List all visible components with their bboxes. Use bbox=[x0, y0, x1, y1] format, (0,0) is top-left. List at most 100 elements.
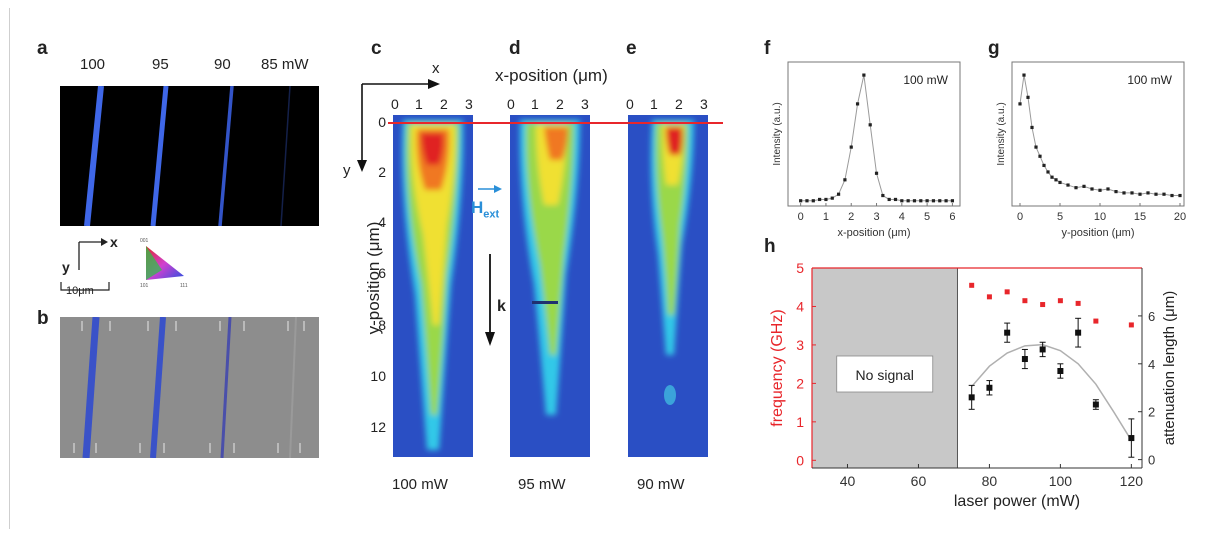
x-tick: 1 bbox=[415, 96, 423, 112]
x-axis-label: y-position (μm) bbox=[1062, 227, 1135, 239]
fit-line bbox=[971, 343, 1132, 441]
y-ticks-c: 0 2 4 6 8 10 12 bbox=[356, 114, 386, 464]
bottom-label-e: 90 mW bbox=[637, 476, 685, 493]
x-tick: 0 bbox=[507, 96, 515, 112]
series-line bbox=[1019, 75, 1180, 197]
no-signal-box bbox=[836, 355, 934, 393]
panel-label-d: d bbox=[509, 38, 521, 59]
no-signal-label: No signal bbox=[856, 367, 914, 383]
power-label-100: 100 bbox=[80, 56, 106, 73]
data-point bbox=[1042, 163, 1046, 168]
x-tick: 3 bbox=[700, 96, 708, 112]
data-point bbox=[830, 196, 834, 200]
x-tick: 2 bbox=[675, 96, 683, 112]
left-tick-label: 3 bbox=[796, 337, 804, 353]
x-tick: 1 bbox=[531, 96, 539, 112]
left-divider bbox=[9, 8, 10, 529]
panel-label-h: h bbox=[764, 236, 776, 257]
x-tick-label: 6 bbox=[949, 211, 955, 223]
attenuation-point bbox=[968, 394, 975, 401]
data-point bbox=[906, 199, 910, 203]
heatmap-e bbox=[628, 115, 708, 457]
series-line bbox=[800, 74, 953, 202]
y-tick: 0 bbox=[378, 114, 386, 130]
axis-label-y-a: y bbox=[62, 259, 70, 275]
x-tick-label: 80 bbox=[982, 473, 998, 489]
data-point bbox=[1058, 180, 1062, 185]
data-point bbox=[944, 199, 948, 203]
x-axis-label: laser power (mW) bbox=[954, 493, 1080, 510]
data-point bbox=[912, 199, 917, 203]
axis-label-x-c: x bbox=[432, 60, 440, 77]
data-point bbox=[1018, 102, 1022, 106]
data-point bbox=[1138, 192, 1142, 196]
data-point bbox=[938, 199, 942, 203]
left-tick-label: 4 bbox=[796, 298, 804, 314]
panel-label-e: e bbox=[626, 38, 637, 59]
left-tick-label: 2 bbox=[796, 375, 804, 391]
plot-frame bbox=[1011, 61, 1185, 207]
sem-image bbox=[60, 317, 319, 458]
x-tick: 3 bbox=[465, 96, 473, 112]
axis-label-x-a: x bbox=[110, 234, 118, 250]
k-arrow-icon bbox=[485, 254, 495, 346]
k-label: k bbox=[497, 298, 506, 315]
attenuation-point bbox=[1057, 367, 1064, 374]
data-point bbox=[931, 199, 936, 203]
data-point bbox=[824, 197, 828, 202]
triangle-label-001: 001 bbox=[140, 238, 149, 244]
y-tick: 10 bbox=[370, 368, 386, 384]
data-point bbox=[1154, 192, 1158, 196]
attenuation-point bbox=[1128, 435, 1135, 442]
x-tick: 0 bbox=[626, 96, 634, 112]
x-tick-label: 2 bbox=[848, 211, 854, 223]
x-tick: 3 bbox=[581, 96, 589, 112]
data-point bbox=[1114, 190, 1118, 194]
zero-line bbox=[388, 122, 723, 124]
x-tick: 0 bbox=[391, 96, 399, 112]
chart-f: 0 1 2 3 4 5 6 x-position (μm) Intensity (a.u.) 10… bbox=[772, 61, 961, 239]
right-axis-label: attenuation length (μm) bbox=[1161, 291, 1178, 446]
data-point bbox=[1034, 145, 1038, 149]
x-tick-label: 1 bbox=[823, 211, 829, 223]
heatmap-c bbox=[393, 115, 473, 457]
power-label-95: 95 bbox=[152, 56, 169, 73]
data-point bbox=[868, 123, 872, 127]
panel-label-f: f bbox=[764, 38, 771, 59]
data-point bbox=[855, 102, 860, 106]
right-tick-label: 4 bbox=[1148, 357, 1155, 372]
y-tick: 8 bbox=[378, 317, 386, 333]
triangle-label-111: 111 bbox=[180, 283, 188, 289]
panel-label-a: a bbox=[37, 38, 48, 59]
x-tick: 2 bbox=[556, 96, 564, 112]
data-point bbox=[1074, 186, 1078, 190]
hext-label: Hext bbox=[471, 198, 499, 220]
x-tick-label: 5 bbox=[1057, 211, 1063, 223]
data-point bbox=[1170, 193, 1174, 198]
data-point bbox=[1082, 184, 1086, 188]
data-point bbox=[874, 171, 879, 175]
data-point bbox=[1178, 193, 1182, 198]
x-ticks-d: 0 1 2 3 bbox=[507, 96, 591, 114]
xy-axes-corner bbox=[357, 79, 440, 172]
data-point bbox=[1022, 73, 1026, 77]
data-point bbox=[799, 199, 803, 203]
x-tick-label: 10 bbox=[1094, 211, 1106, 223]
axes-diagram bbox=[78, 238, 108, 270]
hext-arrow-icon bbox=[478, 185, 502, 193]
x-tick-label: 20 bbox=[1174, 211, 1186, 223]
attenuation-point bbox=[1092, 401, 1099, 408]
data-point bbox=[900, 199, 904, 203]
attenuation-point bbox=[1075, 329, 1082, 336]
data-point bbox=[818, 197, 822, 202]
data-point bbox=[1106, 187, 1110, 191]
data-point bbox=[1038, 154, 1042, 158]
attenuation-point bbox=[1039, 346, 1046, 353]
y-axis-label: Intensity (a.u.) bbox=[772, 102, 783, 165]
y-tick: 2 bbox=[378, 164, 386, 180]
data-point bbox=[843, 178, 847, 182]
data-point bbox=[1026, 95, 1030, 99]
orientation-triangle-icon bbox=[146, 246, 184, 280]
x-ticks-e: 0 1 2 3 bbox=[626, 96, 710, 114]
frequency-point bbox=[1022, 298, 1028, 304]
